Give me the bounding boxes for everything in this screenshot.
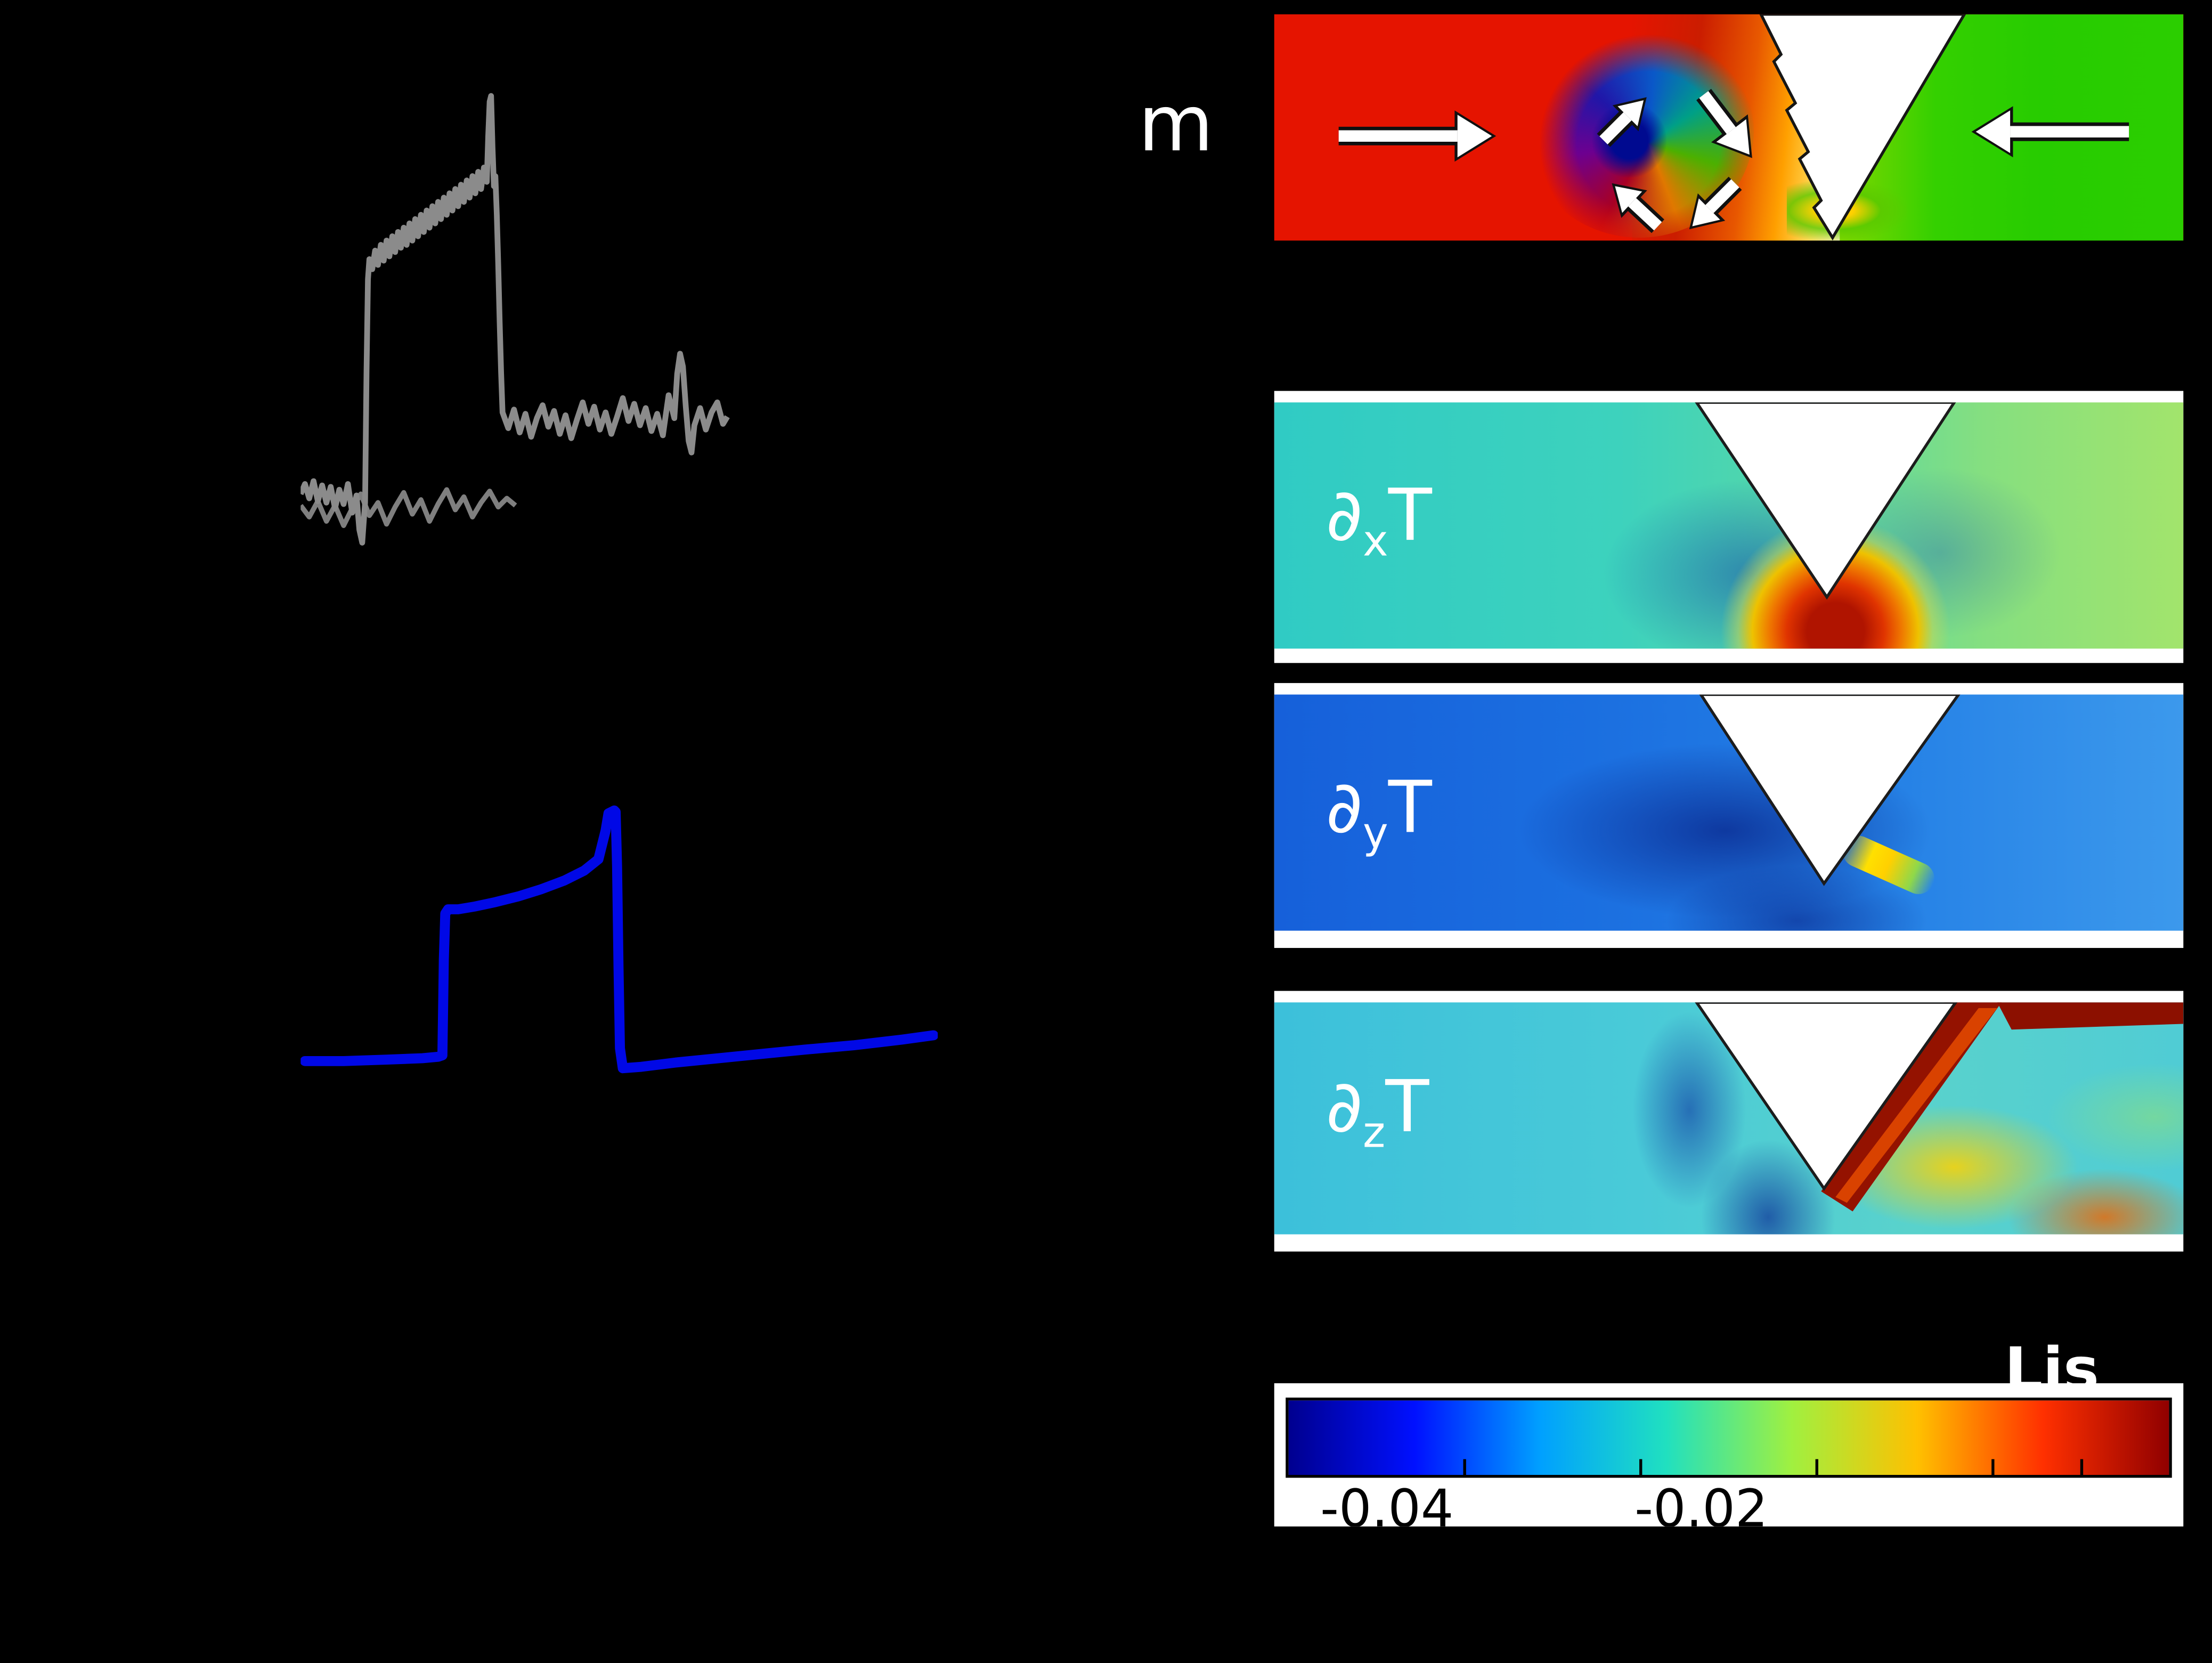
dxT-panel: ∂xT — [1274, 391, 2184, 663]
notch-overlay — [1699, 694, 1961, 886]
colorbar-tick — [1815, 1459, 1818, 1475]
vortex-arrow-nw — [1628, 198, 1662, 231]
colorbar-tick-label: -0.04 — [1320, 1480, 1454, 1527]
left-domain-arrow-head — [1457, 115, 1492, 158]
partial-symbol: ∂ — [1325, 766, 1363, 849]
partial-symbol: ∂ — [1325, 474, 1363, 557]
colorbar-tick-label: -0.02 — [1634, 1480, 1768, 1527]
colorbar-tick — [1639, 1459, 1642, 1475]
partial-symbol: ∂ — [1325, 1065, 1363, 1149]
vortex-arrow-sw-head — [1692, 198, 1720, 226]
vortex-arrow-ne-head — [1617, 100, 1644, 126]
notch-triangle — [1759, 14, 1966, 241]
dxT-label: ∂xT — [1326, 474, 1432, 567]
dzT-panel: ∂zT — [1274, 991, 2184, 1252]
magnetization-label: m — [1138, 78, 1214, 169]
dyT-label: ∂yT — [1326, 766, 1432, 859]
notch-triangle — [1695, 1002, 1958, 1191]
colorbar-tick — [1463, 1459, 1466, 1475]
T-symbol: T — [1388, 766, 1432, 849]
notch-triangle — [1699, 694, 1961, 886]
subscript: z — [1363, 1108, 1386, 1159]
notch-triangle — [1695, 402, 1956, 600]
hot-top-band — [1997, 1002, 2184, 1030]
colorbar-tick — [1991, 1459, 1995, 1475]
T-symbol: T — [1388, 474, 1432, 557]
noisy-signal-plot — [300, 93, 730, 546]
smooth-pulse-plot — [300, 805, 938, 1074]
dyT-panel: ∂yT — [1274, 683, 2184, 948]
colorbar: -0.04 -0.02 — [1274, 1383, 2184, 1527]
subscript: x — [1363, 517, 1388, 567]
T-symbol: T — [1385, 1065, 1429, 1149]
subscript: y — [1363, 809, 1388, 859]
dzT-label: ∂zT — [1326, 1065, 1429, 1158]
right-domain-arrow-head — [1975, 110, 2011, 153]
hot-edge-fringe — [1835, 1008, 1997, 1203]
vortex-arrow-se-head — [1716, 119, 1750, 155]
notch-overlay — [1759, 14, 1966, 241]
gray-pulse-trace — [300, 93, 730, 546]
notch-overlay — [1695, 1002, 2184, 1212]
vortex-arrow-ne — [1599, 112, 1632, 144]
magnetization-map-panel — [1274, 14, 2184, 241]
colorbar-gradient-bar — [1286, 1397, 2172, 1478]
notch-overlay — [1695, 402, 1956, 600]
magnetization-arrows — [1338, 88, 2129, 233]
vortex-arrow-nw-head — [1615, 186, 1642, 213]
blue-pulse-trace — [300, 805, 938, 1074]
colorbar-tick — [2079, 1459, 2083, 1475]
vortex-arrow-se — [1699, 91, 1736, 134]
vortex-arrow-sw — [1705, 179, 1739, 213]
